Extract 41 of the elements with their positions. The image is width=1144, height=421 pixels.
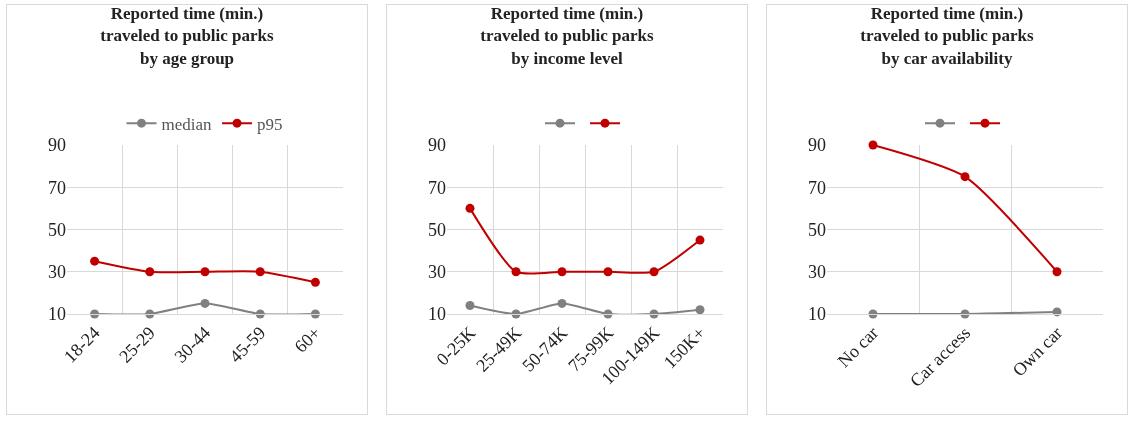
legend-label: p95 — [257, 114, 283, 134]
y-tick-label: 50 — [808, 219, 826, 240]
chart-title: Reported time (min.) traveled to public parks by age group — [100, 4, 275, 68]
point — [465, 301, 475, 311]
point — [255, 267, 265, 277]
legend-label: median — [161, 114, 213, 134]
x-tick-label: No car — [833, 322, 883, 372]
x-tick-label: Own car — [1008, 322, 1067, 381]
x-tick-label: 60+ — [290, 322, 325, 357]
point — [557, 298, 567, 308]
point — [960, 172, 970, 182]
point — [695, 235, 705, 245]
point — [465, 203, 475, 213]
point — [649, 267, 659, 277]
point — [557, 267, 567, 277]
y-tick-label: 70 — [48, 177, 66, 198]
point — [695, 305, 705, 315]
chart-title: Reported time (min.) traveled to public parks by income level — [480, 4, 655, 68]
y-tick-label: 70 — [808, 177, 826, 198]
y-tick-label: 50 — [428, 219, 446, 240]
point — [1052, 267, 1062, 277]
y-tick-label: 30 — [808, 262, 826, 283]
y-tick-label: 90 — [808, 135, 826, 156]
y-tick-label: 90 — [428, 135, 446, 156]
y-tick-label: 10 — [48, 304, 66, 325]
y-tick-label: 10 — [808, 304, 826, 325]
chart-title: Reported time (min.) traveled to public parks by car availability — [860, 4, 1035, 68]
y-tick-label: 30 — [428, 262, 446, 283]
point — [511, 267, 521, 277]
y-tick-label: 10 — [428, 304, 446, 325]
y-tick-label: 70 — [428, 177, 446, 198]
point — [868, 140, 878, 150]
y-tick-label: 50 — [48, 219, 66, 240]
point — [90, 256, 100, 266]
y-tick-label: 30 — [48, 262, 66, 283]
point — [310, 277, 320, 287]
y-tick-label: 90 — [48, 135, 66, 156]
point — [200, 267, 210, 277]
point — [200, 298, 210, 308]
point — [603, 267, 613, 277]
point — [145, 267, 155, 277]
